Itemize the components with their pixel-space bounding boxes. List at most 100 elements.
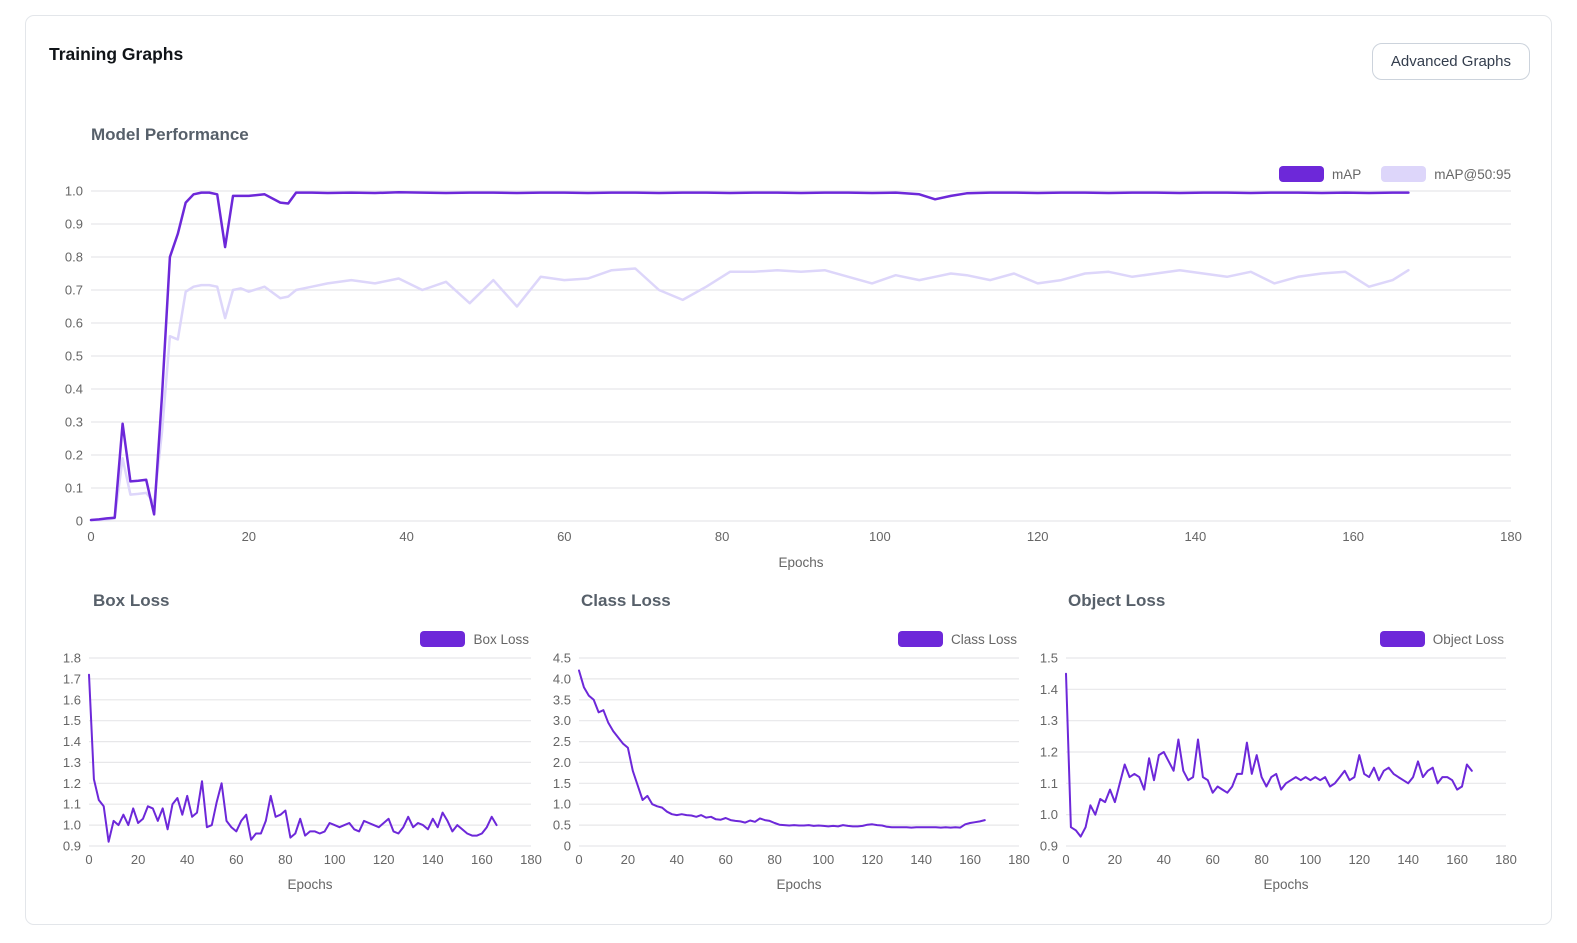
svg-text:20: 20 [242, 529, 256, 544]
svg-text:4.5: 4.5 [553, 651, 571, 666]
svg-text:Epochs: Epochs [287, 877, 332, 892]
svg-text:120: 120 [1027, 529, 1049, 544]
svg-text:60: 60 [1205, 852, 1219, 867]
object-loss-legend-label: Object Loss [1432, 631, 1504, 647]
legend-item-map[interactable]: mAP [1278, 166, 1362, 182]
svg-text:1.5: 1.5 [1040, 651, 1058, 666]
model-performance-title: Model Performance [91, 125, 249, 144]
object-loss-legend: Object Loss [1379, 631, 1504, 647]
svg-text:0.9: 0.9 [63, 839, 81, 854]
svg-text:20: 20 [1108, 852, 1122, 867]
svg-text:180: 180 [520, 852, 542, 867]
map-legend-swatch [1278, 166, 1324, 182]
svg-text:120: 120 [861, 852, 883, 867]
svg-text:Epochs: Epochs [778, 555, 823, 570]
svg-text:160: 160 [1342, 529, 1364, 544]
svg-text:160: 160 [471, 852, 493, 867]
svg-text:100: 100 [324, 852, 346, 867]
svg-text:0.7: 0.7 [65, 283, 83, 298]
legend-item-object-loss[interactable]: Object Loss [1379, 631, 1504, 647]
svg-text:60: 60 [718, 852, 732, 867]
legend-item-map50-95[interactable]: mAP@50:95 [1381, 166, 1511, 182]
svg-text:180: 180 [1495, 852, 1517, 867]
legend-item-box-loss[interactable]: Box Loss [420, 631, 529, 647]
model-performance-chart[interactable]: 0 0.1 0.2 0.3 0.4 0.5 0.6 0.7 0.8 0.9 1.0 0 20 40 60 80… [51, 186, 1541, 586]
svg-text:0.4: 0.4 [65, 382, 83, 397]
svg-text:Epochs: Epochs [776, 877, 821, 892]
svg-text:2.5: 2.5 [553, 734, 571, 749]
class-loss-legend: Class Loss [897, 631, 1017, 647]
svg-text:0: 0 [564, 839, 571, 854]
svg-text:1.0: 1.0 [1040, 807, 1058, 822]
svg-text:180: 180 [1500, 529, 1522, 544]
svg-text:4.0: 4.0 [553, 671, 571, 686]
map50-95-legend-swatch [1381, 166, 1427, 182]
svg-text:140: 140 [1397, 852, 1419, 867]
svg-text:100: 100 [869, 529, 891, 544]
svg-text:40: 40 [670, 852, 684, 867]
svg-text:80: 80 [1254, 852, 1268, 867]
svg-text:1.3: 1.3 [63, 755, 81, 770]
svg-text:1.5: 1.5 [553, 776, 571, 791]
training-graphs-card: Training Graphs Advanced Graphs Model Pe… [25, 15, 1552, 925]
map-legend-label: mAP [1331, 166, 1362, 182]
svg-text:20: 20 [131, 852, 145, 867]
svg-text:1.3: 1.3 [1040, 713, 1058, 728]
svg-text:180: 180 [1008, 852, 1030, 867]
svg-text:1.2: 1.2 [1040, 745, 1058, 760]
svg-text:Epochs: Epochs [1263, 877, 1308, 892]
object-loss-legend-swatch [1379, 631, 1425, 647]
box-loss-legend-swatch [420, 631, 466, 647]
svg-text:100: 100 [1300, 852, 1322, 867]
svg-text:100: 100 [813, 852, 835, 867]
svg-text:80: 80 [278, 852, 292, 867]
svg-text:140: 140 [1185, 529, 1207, 544]
box-loss-legend-label: Box Loss [473, 631, 529, 647]
svg-text:1.8: 1.8 [63, 651, 81, 666]
svg-text:0.5: 0.5 [553, 818, 571, 833]
class-loss-legend-swatch [897, 631, 943, 647]
svg-text:1.4: 1.4 [63, 734, 81, 749]
legend-item-class-loss[interactable]: Class Loss [897, 631, 1017, 647]
svg-text:160: 160 [1446, 852, 1468, 867]
svg-text:0.5: 0.5 [65, 349, 83, 364]
svg-text:1.5: 1.5 [63, 713, 81, 728]
box-loss-title: Box Loss [93, 591, 170, 610]
model-performance-legend: mAP mAP@50:95 [1278, 166, 1511, 182]
svg-text:120: 120 [1348, 852, 1370, 867]
svg-text:40: 40 [180, 852, 194, 867]
svg-text:0.2: 0.2 [65, 448, 83, 463]
svg-text:1.2: 1.2 [63, 776, 81, 791]
svg-text:1.0: 1.0 [65, 186, 83, 199]
svg-text:60: 60 [557, 529, 571, 544]
object-loss-chart[interactable]: 0.9 1.0 1.1 1.2 1.3 1.4 1.5 0 20 40 60 80 100 120 140 1… [1028, 641, 1533, 896]
box-loss-chart[interactable]: 0.9 1.0 1.1 1.2 1.3 1.4 1.5 1.6 1.7 1.8 0 20 40 60 80 1… [51, 641, 556, 896]
advanced-graphs-button[interactable]: Advanced Graphs [1371, 43, 1530, 80]
class-loss-chart[interactable]: 0 0.5 1.0 1.5 2.0 2.5 3.0 3.5 4.0 4.5 0 20 40 60 80 100… [541, 641, 1046, 896]
svg-text:80: 80 [715, 529, 729, 544]
svg-text:140: 140 [910, 852, 932, 867]
map50-95-legend-label: mAP@50:95 [1434, 166, 1511, 182]
page-title: Training Graphs [49, 44, 184, 64]
svg-text:0.6: 0.6 [65, 316, 83, 331]
svg-text:0: 0 [85, 852, 92, 867]
svg-text:0: 0 [76, 514, 83, 529]
object-loss-title: Object Loss [1068, 591, 1166, 610]
svg-text:0: 0 [87, 529, 94, 544]
svg-text:0.1: 0.1 [65, 481, 83, 496]
svg-text:60: 60 [229, 852, 243, 867]
svg-text:3.5: 3.5 [553, 692, 571, 707]
svg-text:40: 40 [399, 529, 413, 544]
svg-text:1.1: 1.1 [1040, 776, 1058, 791]
svg-text:1.0: 1.0 [553, 797, 571, 812]
svg-text:120: 120 [373, 852, 395, 867]
class-loss-legend-label: Class Loss [950, 631, 1017, 647]
svg-text:0.3: 0.3 [65, 415, 83, 430]
svg-text:3.0: 3.0 [553, 713, 571, 728]
svg-text:0: 0 [1062, 852, 1069, 867]
svg-text:0: 0 [575, 852, 582, 867]
svg-text:1.6: 1.6 [63, 692, 81, 707]
svg-text:0.9: 0.9 [1040, 839, 1058, 854]
svg-text:0.9: 0.9 [65, 217, 83, 232]
svg-text:1.7: 1.7 [63, 671, 81, 686]
